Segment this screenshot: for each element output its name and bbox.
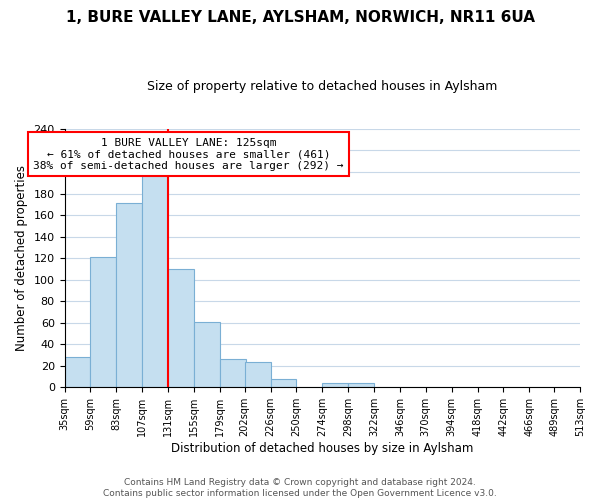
Bar — [348, 383, 374, 388]
Bar — [322, 383, 348, 388]
Text: 1, BURE VALLEY LANE, AYLSHAM, NORWICH, NR11 6UA: 1, BURE VALLEY LANE, AYLSHAM, NORWICH, N… — [65, 10, 535, 25]
Bar — [116, 203, 142, 388]
Bar — [91, 257, 116, 388]
X-axis label: Distribution of detached houses by size in Aylsham: Distribution of detached houses by size … — [171, 442, 473, 455]
Text: 1 BURE VALLEY LANE: 125sqm
← 61% of detached houses are smaller (461)
38% of sem: 1 BURE VALLEY LANE: 125sqm ← 61% of deta… — [33, 138, 344, 170]
Title: Size of property relative to detached houses in Aylsham: Size of property relative to detached ho… — [147, 80, 497, 93]
Y-axis label: Number of detached properties: Number of detached properties — [15, 165, 28, 351]
Bar — [168, 269, 194, 388]
Bar — [245, 362, 271, 388]
Bar — [194, 322, 220, 388]
Bar — [220, 360, 245, 388]
Bar — [271, 378, 296, 388]
Bar — [65, 357, 91, 388]
Text: Contains HM Land Registry data © Crown copyright and database right 2024.
Contai: Contains HM Land Registry data © Crown c… — [103, 478, 497, 498]
Bar — [142, 174, 168, 388]
